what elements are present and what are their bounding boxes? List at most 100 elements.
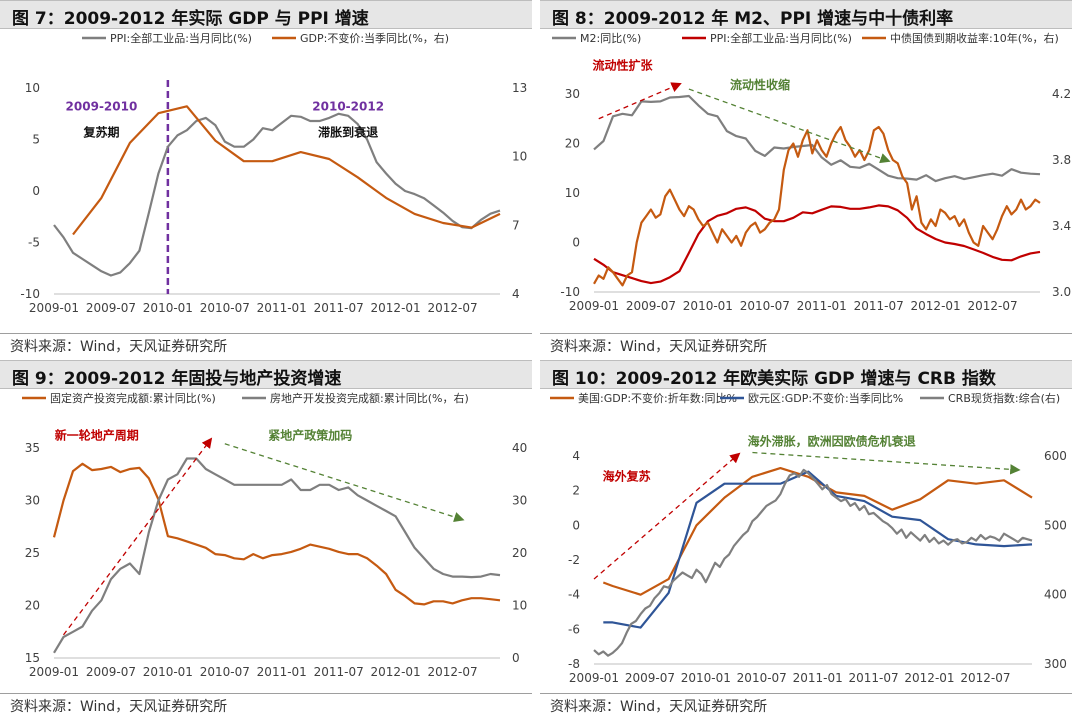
y-left-tick-label: 20 [565,137,580,151]
source-note: 资料来源：Wind，天风证券研究所 [550,339,768,355]
chart-annotation: 复苏期 [82,124,119,139]
y-right-tick-label: 20 [512,546,527,560]
y-right-tick-label: 7 [512,218,520,232]
series-line [602,466,1033,596]
figure-title-bar: 图 8：2009-2012 年 M2、PPI 增速与中十债利率 [540,0,1072,29]
series-line [53,112,501,277]
series-line [593,125,1041,287]
chart-annotation: 紧地产政策加码 [268,428,352,443]
y-left-tick-label: 0 [572,236,580,250]
y-right-tick-label: 3.4 [1052,219,1071,233]
series-line [593,468,1033,657]
x-tick-label: 2009-07 [86,301,136,315]
x-tick-label: 2012-07 [427,301,477,315]
y-right-tick-label: 0 [512,651,520,665]
trend-arrow [593,452,741,580]
y-right-tick-label: 400 [1044,588,1067,602]
figure-title-bar: 图 10：2009-2012 年欧美实际 GDP 增速与 CRB 指数 [540,360,1072,389]
x-tick-label: 2009-01 [29,301,79,315]
legend-label: M2:同比(%) [580,32,641,45]
chart-annotation: 2009-2010 [66,100,138,114]
y-left-tick-label: 0 [32,184,40,198]
source-note: 资料来源：Wind，天风证券研究所 [10,339,228,355]
divider [540,333,1072,334]
chart-annotation: 海外复苏 [603,468,651,483]
x-tick-label: 2009-01 [569,671,619,685]
x-tick-label: 2011-01 [257,301,307,315]
x-tick-label: 2009-07 [625,671,675,685]
y-left-tick-label: 20 [25,599,40,613]
y-left-tick-label: -4 [568,588,580,602]
trend-arrow [752,451,1021,475]
x-tick-label: 2012-01 [371,665,421,679]
chart-annotation: 2010-2012 [312,100,384,114]
x-tick-label: 2009-01 [569,299,619,313]
legend-label: 欧元区:GDP:不变价:当季同比% [748,391,903,405]
figure-title: 图 7：2009-2012 年实际 GDP 与 PPI 增速 [12,9,369,29]
y-right-tick-label: 10 [512,150,527,164]
divider [540,693,1072,694]
figure-10-panel: 图 10：2009-2012 年欧美实际 GDP 增速与 CRB 指数 美国:G… [540,360,1080,720]
chart-annotation: 海外滞胀，欧洲因欧债危机衰退 [748,434,916,449]
y-right-tick-label: 40 [512,441,527,455]
x-tick-label: 2012-07 [960,671,1010,685]
y-left-tick-label: 2 [572,484,580,498]
y-right-tick-label: 3.8 [1052,153,1071,167]
legend-label: PPI:全部工业品:当月同比(%) [110,31,252,45]
y-left-tick-label: -10 [20,287,40,301]
y-left-tick-label: -2 [568,553,580,567]
x-tick-label: 2011-01 [793,671,843,685]
y-left-tick-label: -5 [28,236,40,250]
legend-label: CRB现货指数:综合(右) [948,391,1060,405]
legend-label: 中债国债到期收益率:10年(%，右) [890,31,1059,45]
source-note: 资料来源：Wind，天风证券研究所 [550,699,768,715]
x-tick-label: 2010-01 [143,301,193,315]
gdp-ppi-line-chart: PPI:全部工业品:当月同比(%) GDP:不变价:当季同比(%，右) 2009-0… [20,31,527,315]
legend-label: 固定资产投资完成额:累计同比(%) [50,391,216,405]
m2-ppi-bond-line-chart: M2:同比(%) PPI:全部工业品:当月同比(%) 中债国债到期收益率:10年(%… [552,31,1071,313]
y-right-tick-label: 600 [1044,449,1067,463]
y-right-tick-label: 4 [512,287,520,301]
series-line [593,94,1041,183]
x-tick-label: 2009-07 [626,299,676,313]
legend-label: 美国:GDP:不变价:折年数:同比% [578,391,737,405]
y-left-tick-label: 35 [25,441,40,455]
y-left-tick-label: 10 [565,186,580,200]
series-line [52,462,501,606]
x-tick-label: 2011-07 [849,671,899,685]
y-left-tick-label: -8 [568,657,580,671]
series-line [593,204,1041,285]
source-note: 资料来源：Wind，天风证券研究所 [10,699,228,715]
trend-arrow [224,443,465,522]
y-right-tick-label: 13 [512,81,527,95]
series-line [603,470,1033,629]
y-right-tick-label: 3.0 [1052,285,1071,299]
y-right-tick-label: 300 [1044,657,1067,671]
legend-label: GDP:不变价:当季同比(%，右) [300,31,449,45]
x-tick-label: 2011-07 [314,301,364,315]
y-left-tick-label: 30 [565,87,580,101]
y-left-tick-label: -10 [560,285,580,299]
legend-label: PPI:全部工业品:当月同比(%) [710,31,852,45]
x-tick-label: 2010-01 [683,299,733,313]
x-tick-label: 2009-01 [29,665,79,679]
trend-arrow [598,82,682,120]
chart-annotation: 滞胀到衰退 [318,124,378,139]
series-line [72,105,501,236]
figure-8-panel: 图 8：2009-2012 年 M2、PPI 增速与中十债利率 M2:同比(%)… [540,0,1080,360]
y-left-tick-label: -6 [568,622,580,636]
figure-title: 图 10：2009-2012 年欧美实际 GDP 增速与 CRB 指数 [552,369,996,389]
x-tick-label: 2010-07 [200,665,250,679]
x-tick-label: 2012-01 [904,671,954,685]
y-left-tick-label: 30 [25,494,40,508]
x-tick-label: 2011-01 [797,299,847,313]
figure-7-panel: 图 7：2009-2012 年实际 GDP 与 PPI 增速 PPI:全部工业品… [0,0,540,360]
divider [0,693,532,694]
y-left-tick-label: 5 [32,133,40,147]
x-tick-label: 2012-01 [371,301,421,315]
figure-title-bar: 图 7：2009-2012 年实际 GDP 与 PPI 增速 [0,0,532,29]
divider [0,333,532,334]
figure-9-panel: 图 9：2009-2012 年固投与地产投资增速 固定资产投资完成额:累计同比(… [0,360,540,720]
x-tick-label: 2010-07 [200,301,250,315]
us-eu-gdp-crb-line-chart: 美国:GDP:不变价:折年数:同比% 欧元区:GDP:不变价:当季同比% CRB现货… [550,391,1067,685]
